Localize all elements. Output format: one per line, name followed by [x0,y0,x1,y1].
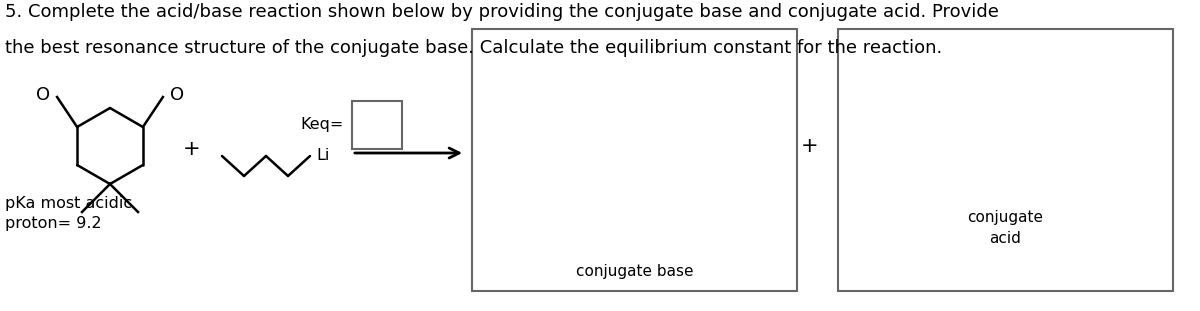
Text: +: + [802,136,818,156]
Text: conjugate base: conjugate base [576,264,694,279]
Text: the best resonance structure of the conjugate base. Calculate the equilibrium co: the best resonance structure of the conj… [5,39,942,57]
Text: conjugate
acid: conjugate acid [967,210,1044,246]
Text: O: O [170,86,184,104]
Text: Li: Li [316,148,329,164]
Text: O: O [36,86,50,104]
Bar [472,29,797,291]
Bar [352,101,402,149]
Text: Keq=: Keq= [301,118,344,132]
Text: +: + [184,139,200,159]
Bar [838,29,1174,291]
Text: 5. Complete the acid/base reaction shown below by providing the conjugate base a: 5. Complete the acid/base reaction shown… [5,3,998,21]
Text: pKa most acidic
proton= 9.2: pKa most acidic proton= 9.2 [5,196,132,231]
